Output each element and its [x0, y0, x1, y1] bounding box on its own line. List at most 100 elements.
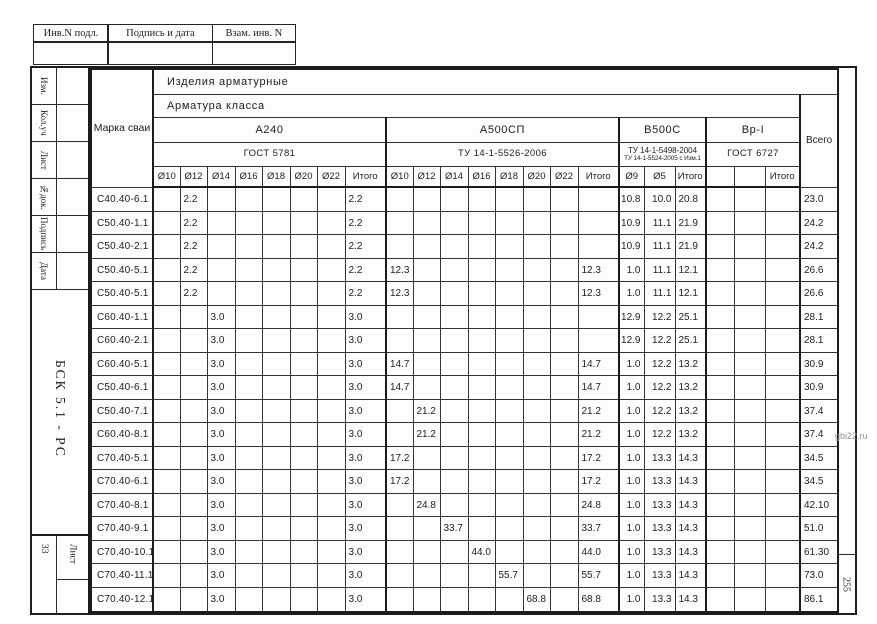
value-cell: [316, 469, 346, 494]
value-cell: [234, 492, 263, 518]
value-cell: [412, 257, 441, 283]
value-cell: [385, 492, 414, 518]
value-cell: [206, 186, 236, 212]
value-cell: [764, 539, 801, 565]
value-cell: 21.2: [577, 422, 620, 447]
value-cell: 3.0: [206, 351, 236, 377]
value-cell: 21.9: [674, 210, 707, 236]
value-cell: 3.0: [206, 492, 236, 518]
value-cell: [179, 445, 208, 471]
value-cell: [289, 304, 318, 330]
value-cell: 37.4: [798, 422, 839, 447]
value-cell: [705, 328, 735, 353]
value-cell: 14.3: [674, 469, 707, 494]
value-cell: [152, 210, 181, 236]
value-cell: [234, 281, 263, 306]
sheet-number-cell: 33: [32, 536, 57, 613]
value-cell: 3.0: [206, 328, 236, 353]
sheet-label-cell: Лист: [57, 536, 88, 580]
value-cell: 13.2: [674, 375, 707, 400]
value-cell: [261, 539, 291, 565]
top-stamp-label-row: Инв.N подл. Подпись и дата Взам. инв. N: [33, 24, 296, 43]
group-standard: ГОСТ 5781: [152, 141, 387, 167]
value-cell: [261, 563, 291, 588]
value-cell: [152, 281, 181, 306]
value-cell: 34.5: [798, 469, 839, 494]
top-stamp-empty-cell: [107, 41, 214, 66]
value-cell: [733, 492, 766, 518]
value-cell: 12.2: [643, 351, 676, 377]
value-cell: [522, 186, 551, 212]
value-cell: 24.2: [798, 210, 839, 236]
value-cell: [412, 210, 441, 236]
header-row-diameters: Ø10 Ø12 Ø14 Ø16 Ø18 Ø20 Ø22 Итого Ø10 Ø12 Ø14 Ø16 Ø1…: [91, 165, 838, 188]
value-cell: 12.3: [385, 257, 414, 283]
value-cell: [549, 539, 579, 565]
value-cell: [234, 445, 263, 471]
value-cell: [705, 375, 735, 400]
value-cell: [261, 210, 291, 236]
table-row: С50.40-5.1 2.2 2.2 12.3 12.3 1.0 11.1 12.1 26.6: [90, 281, 839, 306]
sheet-label: Лист: [67, 544, 78, 564]
value-cell: 3.0: [206, 445, 236, 471]
value-cell: [733, 563, 766, 588]
value-cell: [522, 304, 551, 330]
value-cell: 68.8: [577, 586, 620, 613]
value-cell: 13.3: [643, 516, 676, 541]
value-cell: 33.7: [577, 516, 620, 541]
value-cell: [764, 186, 801, 212]
table-title: Изделия арматурные: [152, 68, 839, 95]
value-cell: [522, 539, 551, 565]
value-cell: [549, 210, 579, 236]
value-cell: [234, 516, 263, 541]
value-cell: [179, 398, 208, 424]
value-cell: [467, 351, 496, 377]
value-cell: [494, 234, 524, 259]
group-standard: ГОСТ 6727: [705, 141, 801, 167]
value-cell: 3.0: [344, 516, 387, 541]
page-number: 255: [840, 576, 852, 592]
value-cell: [206, 257, 236, 283]
top-stamp-empty-cell: [33, 41, 109, 66]
value-cell: [733, 516, 766, 541]
side-stamp-label-podpis: Подпись: [32, 216, 57, 252]
value-cell: 14.3: [674, 445, 707, 471]
value-cell: [152, 586, 181, 613]
value-cell: 13.3: [643, 492, 676, 518]
value-cell: [494, 210, 524, 236]
value-cell: [385, 586, 414, 613]
value-cell: [179, 375, 208, 400]
value-cell: [261, 186, 291, 212]
value-cell: [733, 375, 766, 400]
value-cell: 13.3: [643, 539, 676, 565]
value-cell: [234, 234, 263, 259]
diameter-header: Ø22: [316, 165, 346, 188]
value-cell: 12.9: [618, 304, 645, 330]
value-cell: 2.2: [344, 186, 387, 212]
standard-line: ТУ 14-1-5526-2006: [458, 147, 547, 159]
value-cell: 55.7: [577, 563, 620, 588]
value-cell: 37.4: [798, 398, 839, 424]
value-cell: [289, 234, 318, 259]
diameter-header: Ø22: [549, 165, 579, 188]
value-cell: [549, 445, 579, 471]
value-cell: 1.0: [618, 257, 645, 283]
value-cell: 30.9: [798, 351, 839, 377]
value-cell: [179, 351, 208, 377]
value-cell: [316, 422, 346, 447]
value-cell: [179, 492, 208, 518]
side-stamp-row: Подпись: [32, 216, 88, 253]
value-cell: [439, 281, 469, 306]
value-cell: 1.0: [618, 563, 645, 588]
value-cell: [412, 539, 441, 565]
value-cell: [316, 328, 346, 353]
value-cell: [234, 304, 263, 330]
top-stamp-cell-sign-date-label: Подпись и дата: [126, 28, 195, 39]
value-cell: [234, 563, 263, 588]
value-cell: 2.2: [179, 257, 208, 283]
value-cell: 10.9: [618, 210, 645, 236]
value-cell: 3.0: [344, 469, 387, 494]
value-cell: [152, 563, 181, 588]
value-cell: 14.3: [674, 539, 707, 565]
mark-cell: С60.40-5.1: [90, 351, 154, 377]
